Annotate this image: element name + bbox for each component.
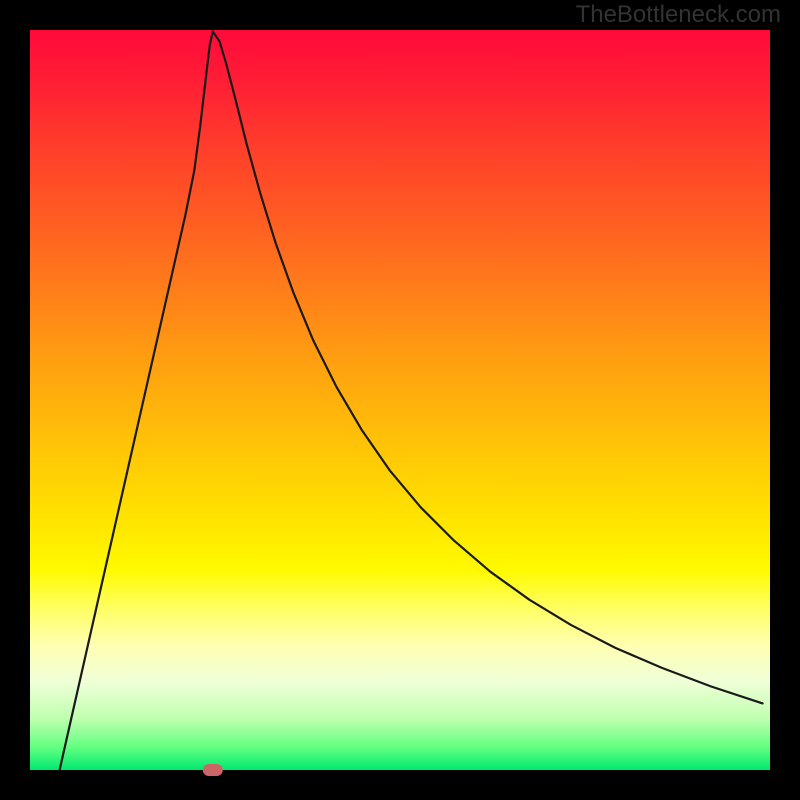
plot-area (30, 30, 770, 770)
watermark-text: TheBottleneck.com (576, 1, 781, 28)
optimal-marker (203, 764, 223, 776)
